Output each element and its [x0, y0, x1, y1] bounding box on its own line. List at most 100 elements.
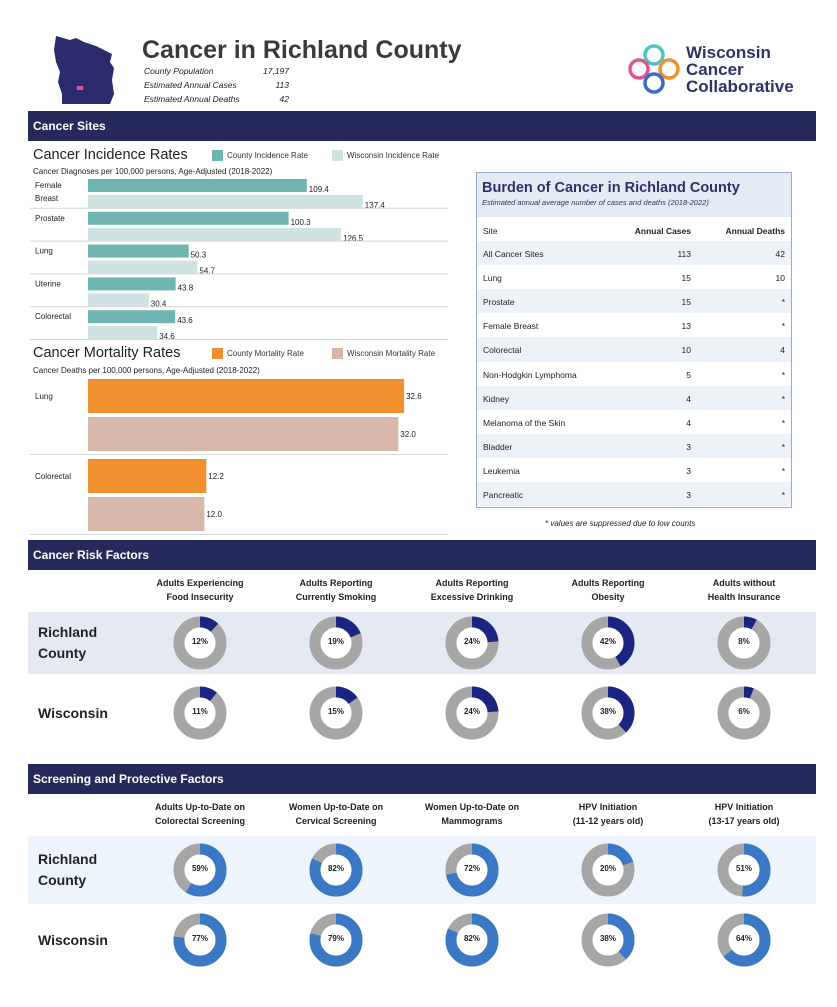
donut-value-label: 15%: [327, 707, 344, 716]
table-cell: *: [781, 417, 785, 428]
donut-value-label: 11%: [192, 707, 208, 716]
bar-value-label: 32.6: [406, 392, 422, 401]
donut-hole: [184, 924, 216, 956]
stat-label: Estimated Annual Deaths: [144, 94, 240, 104]
donut-hole: [592, 627, 624, 659]
section-header-screening: Screening and Protective Factors: [28, 764, 816, 794]
donut-chart: 82%: [309, 843, 363, 897]
donut-chart: 12%: [173, 616, 227, 670]
donut-value-arc: [717, 686, 771, 740]
column-header: Adults Reporting Obesity: [548, 576, 668, 604]
donut-chart: 64%: [717, 913, 771, 967]
donut-value-arc: [581, 843, 635, 897]
mortality-chart-subtitle: Cancer Deaths per 100,000 persons, Age-A…: [33, 366, 260, 375]
column-header-line: Women Up-to-Date on: [288, 802, 384, 812]
column-header-line: Health Insurance: [707, 592, 781, 602]
column-header-line: Adults Reporting: [571, 578, 645, 588]
column-header: Adults Up-to-Date on Colorectal Screening: [140, 800, 260, 828]
donut-value-arc: [173, 616, 227, 670]
bar-value-label: 12.0: [206, 510, 222, 519]
donut-value-arc: [581, 616, 635, 670]
incidence-legend-state: Wisconsin Incidence Rate: [332, 150, 439, 161]
donut-value-arc: [445, 913, 499, 967]
county-bar: [88, 211, 289, 225]
stat-label: County Population: [144, 66, 214, 76]
table-row: Female Breast 13 *: [477, 313, 791, 337]
donut-value-label: 77%: [191, 934, 208, 943]
data-row-band: [28, 906, 816, 974]
donut-chart: 24%: [445, 686, 499, 740]
donut-hole: [320, 924, 352, 956]
donut-value-arc: [717, 843, 771, 897]
column-header-line: HPV Initiation: [578, 802, 638, 812]
table-row: Non-Hodgkin Lymphoma 5 *: [477, 362, 791, 386]
column-header-line: Mammograms: [441, 816, 503, 826]
donut-chart: 72%: [445, 843, 499, 897]
stat-value: 113: [275, 80, 289, 90]
table-cell: Melanoma of the Skin: [483, 417, 566, 428]
donut-hole: [456, 924, 488, 956]
table-row: All Cancer Sites 113 42: [477, 241, 791, 266]
stat-value: 17,197: [263, 66, 289, 76]
table-cell: *: [781, 297, 785, 308]
table-cell: 3: [686, 490, 691, 501]
table-cell: 10: [775, 273, 785, 284]
donut-hole: [728, 854, 760, 886]
table-cell: *: [781, 465, 785, 476]
donut-value-arc: [445, 616, 499, 670]
donut-value-arc: [717, 616, 771, 670]
donut-hole: [456, 697, 488, 729]
row-label-line: County: [38, 645, 87, 661]
burden-table: Burden of Cancer in Richland County Esti…: [476, 172, 792, 508]
county-bar: [88, 310, 176, 324]
donut-value-label: 24%: [463, 637, 480, 646]
category-label: Colorectal: [35, 312, 71, 321]
state-bar: [88, 417, 399, 451]
donut-chart: 51%: [717, 843, 771, 897]
donut-hole: [184, 697, 216, 729]
row-label-line: Richland: [38, 624, 98, 640]
donut-chart: 6%: [717, 686, 771, 740]
table-cell: *: [781, 393, 785, 404]
donut-hole: [456, 627, 488, 659]
donut-chart: 11%: [173, 686, 227, 740]
column-header-line: Women Up-to-Date on: [424, 802, 520, 812]
donut-chart: 8%: [717, 616, 771, 670]
legend-label: County Mortality Rate: [227, 349, 304, 358]
collaborative-logo-icon: [628, 44, 680, 94]
state-bar: [88, 260, 198, 274]
mortality-legend-county: County Mortality Rate: [212, 348, 304, 359]
donut-hole: [728, 627, 760, 659]
table-cell: Kidney: [483, 393, 509, 404]
donut-chart: 20%: [581, 843, 635, 897]
mortality-legend-state: Wisconsin Mortality Rate: [332, 348, 435, 359]
column-header-line: Adults without: [712, 578, 776, 588]
table-cell: *: [781, 321, 785, 332]
table-cell: Female Breast: [483, 321, 539, 332]
donut-value-label: 64%: [735, 934, 752, 943]
bar-value-label: 126.5: [343, 234, 364, 243]
bar-value-label: 137.4: [365, 201, 386, 210]
table-cell: 3: [686, 465, 691, 476]
donut-value-arc: [445, 686, 499, 740]
donut-value-arc: [173, 686, 227, 740]
stat-value: 42: [279, 94, 289, 104]
table-cell: All Cancer Sites: [483, 249, 544, 260]
wisconsin-map-icon: [54, 36, 114, 104]
donut-hole: [320, 697, 352, 729]
donut-value-label: 38%: [599, 934, 616, 943]
row-label: Richland County: [38, 622, 97, 664]
column-header-line: Adults Reporting: [299, 578, 373, 588]
category-label: Uterine: [35, 279, 61, 288]
column-header-line: Obesity: [591, 592, 625, 602]
column-header-line: HPV Initiation: [714, 802, 774, 812]
table-cell: Bladder: [483, 441, 513, 452]
collaborative-logo-text: Wisconsin Cancer Collaborative: [686, 44, 794, 95]
column-header: Annual Deaths: [725, 226, 785, 236]
donut-value-label: 20%: [599, 864, 616, 873]
table-cell: 15: [681, 297, 691, 308]
incidence-bar-chart: Female Breast 109.4 137.4 Prostate 100.3 126.5…: [30, 179, 448, 340]
column-header-line: Adults Experiencing: [156, 578, 244, 588]
donut-chart: 24%: [445, 616, 499, 670]
donut-chart: 15%: [309, 686, 363, 740]
